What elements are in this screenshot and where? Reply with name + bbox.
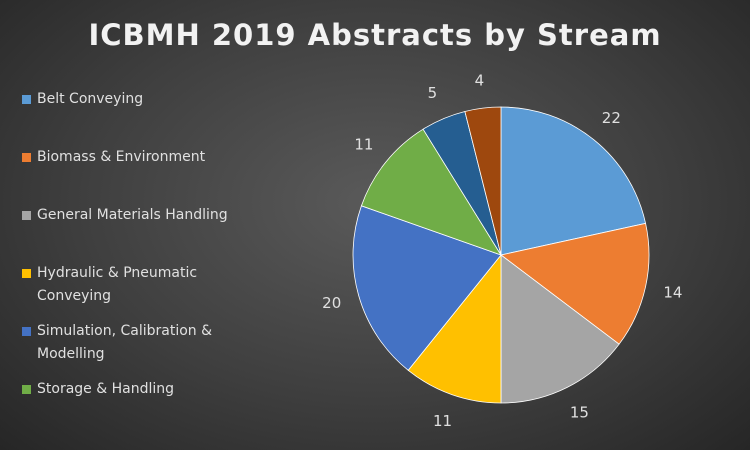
slice-data-label: 20 bbox=[322, 294, 341, 312]
legend-swatch bbox=[22, 269, 31, 278]
legend-item: Biomass & Environment bbox=[22, 146, 252, 169]
legend-swatch bbox=[22, 385, 31, 394]
legend-label: General Materials Handling bbox=[37, 207, 228, 223]
slice-data-label: 14 bbox=[663, 284, 682, 302]
chart-title: ICBMH 2019 Abstracts by Stream bbox=[88, 18, 662, 52]
legend-item: Simulation, Calibration & Modelling bbox=[22, 320, 252, 366]
legend-swatch bbox=[22, 211, 31, 220]
legend-swatch bbox=[22, 95, 31, 104]
slice-data-label: 15 bbox=[570, 404, 589, 422]
slice-data-label: 5 bbox=[428, 84, 438, 102]
legend-label: Belt Conveying bbox=[37, 91, 144, 107]
legend-item: General Materials Handling bbox=[22, 204, 252, 227]
legend-swatch bbox=[22, 327, 31, 336]
pie-slice bbox=[360, 128, 502, 256]
pie-slice bbox=[407, 253, 502, 404]
legend-item: Belt Conveying bbox=[22, 88, 252, 111]
pie-slice bbox=[500, 254, 620, 404]
slice-data-label: 22 bbox=[602, 109, 621, 127]
pie-slice bbox=[464, 106, 502, 256]
slice-data-label: 11 bbox=[433, 412, 452, 430]
pie-slice bbox=[500, 222, 650, 345]
legend-item: Hydraulic & Pneumatic Conveying bbox=[22, 262, 252, 308]
legend-label: Storage & Handling bbox=[37, 381, 174, 397]
legend-swatch bbox=[22, 153, 31, 162]
legend-label: Biomass & Environment bbox=[37, 149, 206, 165]
legend-label: Simulation, Calibration & Modelling bbox=[37, 323, 213, 362]
legend-label: Hydraulic & Pneumatic Conveying bbox=[37, 265, 198, 304]
pie-slice bbox=[500, 106, 647, 256]
legend-item: Storage & Handling bbox=[22, 378, 252, 401]
slice-data-label: 4 bbox=[475, 71, 485, 89]
slice-data-label: 11 bbox=[354, 136, 373, 154]
pie-slice bbox=[352, 205, 502, 371]
